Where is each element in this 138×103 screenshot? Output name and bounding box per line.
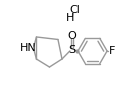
Text: H: H	[66, 13, 74, 23]
Text: HN: HN	[20, 43, 37, 53]
Text: S: S	[68, 46, 76, 56]
Text: Cl: Cl	[70, 5, 80, 15]
Text: O: O	[68, 31, 76, 41]
Text: F: F	[109, 46, 115, 56]
